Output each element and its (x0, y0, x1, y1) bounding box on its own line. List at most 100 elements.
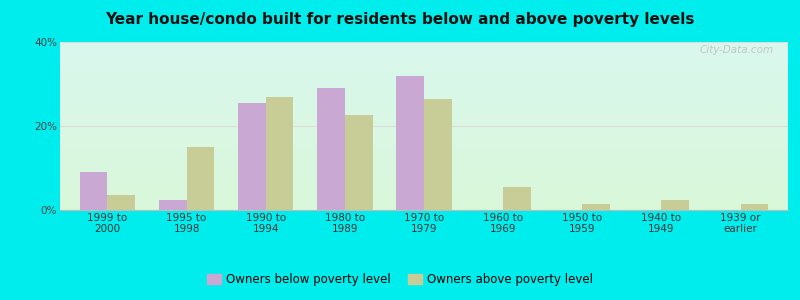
Bar (60, 110, 788, 111)
Bar (60, 165, 788, 166)
Bar (60, 91, 788, 92)
Bar (60, 55, 788, 56)
Bar (60, 155, 788, 156)
Bar (60, 140, 788, 141)
Bar (60, 194, 788, 195)
Bar (60, 201, 788, 202)
Bar (60, 66, 788, 67)
Bar (60, 43, 788, 44)
Bar (60, 96, 788, 97)
Bar (60, 182, 788, 183)
Bar (60, 146, 788, 147)
Bar (60, 86, 788, 87)
Bar (396, 76, 424, 210)
Bar (60, 112, 788, 113)
Bar (60, 178, 788, 179)
Bar (60, 148, 788, 149)
Bar (60, 184, 788, 185)
Bar (741, 204, 768, 210)
Bar (80, 172, 107, 210)
Bar (60, 123, 788, 124)
Bar (60, 190, 788, 191)
Bar (60, 170, 788, 171)
Bar (60, 103, 788, 104)
Bar (60, 106, 788, 107)
Bar (60, 119, 788, 120)
Bar (60, 74, 788, 75)
Bar (60, 48, 788, 49)
Bar (60, 53, 788, 54)
Bar (60, 161, 788, 162)
Bar (60, 57, 788, 58)
Bar (60, 203, 788, 204)
Bar (60, 61, 788, 62)
Bar (60, 60, 788, 61)
Bar (60, 133, 788, 134)
Bar (60, 120, 788, 121)
Bar (60, 136, 788, 137)
Bar (60, 78, 788, 79)
Bar (60, 131, 788, 132)
Bar (60, 173, 788, 174)
Bar (60, 77, 788, 78)
Bar (662, 200, 689, 210)
Bar (60, 88, 788, 89)
Bar (60, 83, 788, 84)
Bar (60, 49, 788, 50)
Bar (60, 51, 788, 52)
Bar (60, 175, 788, 176)
Bar (60, 128, 788, 129)
Bar (60, 153, 788, 154)
Bar (60, 65, 788, 66)
Bar (60, 99, 788, 100)
Bar (60, 59, 788, 60)
Bar (60, 117, 788, 118)
Bar (60, 207, 788, 208)
Bar (60, 98, 788, 99)
Bar (60, 104, 788, 105)
Bar (60, 89, 788, 90)
Bar (60, 50, 788, 51)
Bar (159, 200, 186, 210)
Bar (582, 204, 610, 210)
Bar (345, 116, 373, 210)
Bar (60, 52, 788, 53)
Bar (60, 130, 788, 131)
Bar (238, 103, 266, 210)
Bar (60, 200, 788, 201)
Bar (60, 75, 788, 76)
Bar (60, 93, 788, 94)
Bar (60, 199, 788, 200)
Bar (60, 157, 788, 158)
Bar (60, 168, 788, 169)
Bar (60, 197, 788, 198)
Bar (60, 81, 788, 82)
Bar (60, 62, 788, 63)
Bar (60, 134, 788, 135)
Bar (317, 88, 345, 210)
Bar (60, 80, 788, 81)
Bar (60, 97, 788, 98)
Bar (60, 102, 788, 103)
Bar (60, 151, 788, 152)
Bar (60, 137, 788, 138)
Bar (503, 187, 531, 210)
Bar (60, 179, 788, 180)
Bar (60, 44, 788, 45)
Bar (60, 156, 788, 157)
Bar (424, 99, 452, 210)
Bar (266, 97, 294, 210)
Bar (60, 177, 788, 178)
Bar (60, 180, 788, 181)
Bar (60, 79, 788, 80)
Bar (60, 76, 788, 77)
Bar (60, 172, 788, 173)
Bar (60, 46, 788, 47)
Bar (60, 149, 788, 150)
Bar (60, 129, 788, 130)
Bar (60, 42, 788, 43)
Bar (60, 94, 788, 95)
Bar (60, 143, 788, 144)
Bar (60, 113, 788, 114)
Bar (60, 191, 788, 192)
